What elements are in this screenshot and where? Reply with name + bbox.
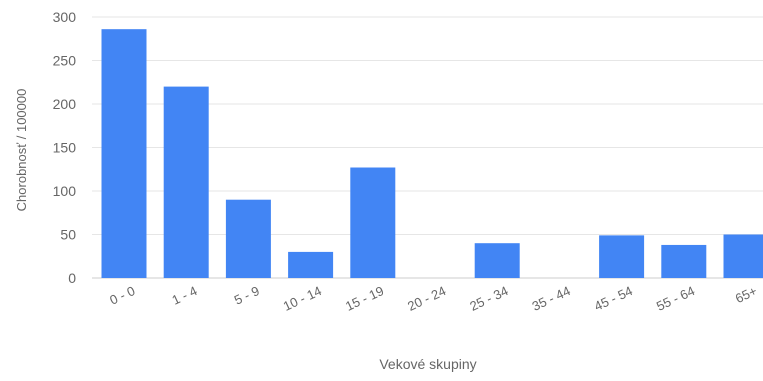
bar[interactable] [350, 168, 395, 278]
x-tick-label: 20 - 24 [405, 283, 448, 314]
y-axis-label: Chorobnosť / 100000 [14, 89, 29, 212]
x-tick-label: 55 - 64 [654, 283, 697, 314]
bar[interactable] [661, 245, 706, 278]
y-tick-label: 0 [68, 270, 76, 286]
x-tick-label: 25 - 34 [467, 283, 510, 314]
bar[interactable] [164, 87, 209, 278]
x-tick-label: 0 - 0 [107, 283, 137, 308]
bar[interactable] [288, 252, 333, 278]
y-tick-label: 200 [53, 96, 77, 112]
bar[interactable] [102, 29, 147, 278]
x-tick-label: 5 - 9 [232, 283, 262, 308]
y-axis-ticks: 0 50 100 150 200 250 300 [53, 9, 77, 286]
y-tick-label: 250 [53, 53, 77, 69]
x-tick-label: 1 - 4 [170, 283, 200, 308]
bar[interactable] [599, 235, 644, 278]
x-tick-label: 15 - 19 [343, 283, 386, 314]
x-tick-label: 65+ [733, 283, 759, 306]
x-axis-label: Vekové skupiny [379, 356, 476, 372]
bar[interactable] [475, 243, 520, 278]
y-tick-label: 50 [60, 227, 76, 243]
y-tick-label: 150 [53, 140, 77, 156]
x-axis-ticks: 0 - 0 1 - 4 5 - 9 10 - 14 15 - 19 20 - 24 25 -… [107, 283, 759, 314]
bar[interactable] [226, 200, 271, 278]
y-tick-label: 100 [53, 183, 77, 199]
x-tick-label: 45 - 54 [592, 283, 635, 314]
x-tick-label: 35 - 44 [530, 283, 573, 314]
y-tick-label: 300 [53, 9, 77, 25]
bars [102, 29, 763, 278]
bar[interactable] [724, 235, 763, 279]
x-tick-label: 10 - 14 [281, 283, 324, 314]
